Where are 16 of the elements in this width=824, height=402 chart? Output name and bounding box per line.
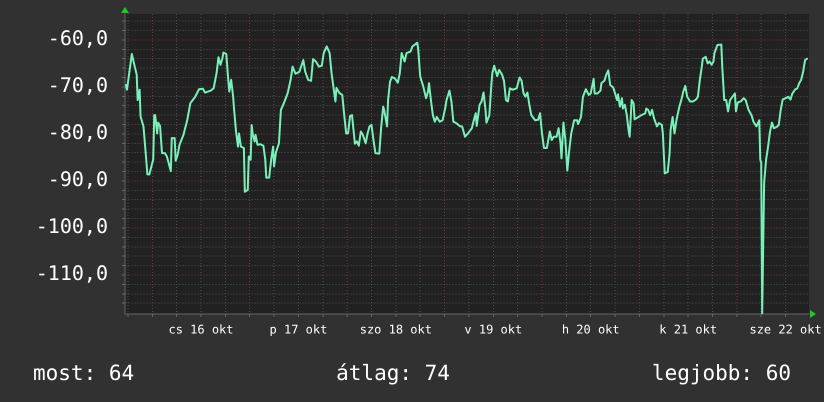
x-tick-label: h 20 okt [562,322,620,336]
text: most: 64 [33,361,134,385]
x-tick-label: sze 22 okt [749,322,822,336]
y-tick-label: -60,0 [48,26,108,50]
x-tick-label: cs 16 okt [168,322,234,336]
text: átlag: 74 [336,361,450,385]
text: legjobb: 60 [652,361,791,385]
x-tick-label: p 17 okt [270,322,328,336]
y-tick-label: -110,0 [36,261,108,286]
y-tick-label: -70,0 [48,73,108,98]
x-tick-label: v 19 okt [464,322,522,336]
y-tick-label: -100,0 [36,214,108,238]
x-tick-label: szo 18 okt [360,322,432,336]
y-tick-label: -90,0 [48,167,108,192]
x-tick-label: k 21 okt [659,322,718,336]
y-tick-label: -80,0 [48,120,108,144]
